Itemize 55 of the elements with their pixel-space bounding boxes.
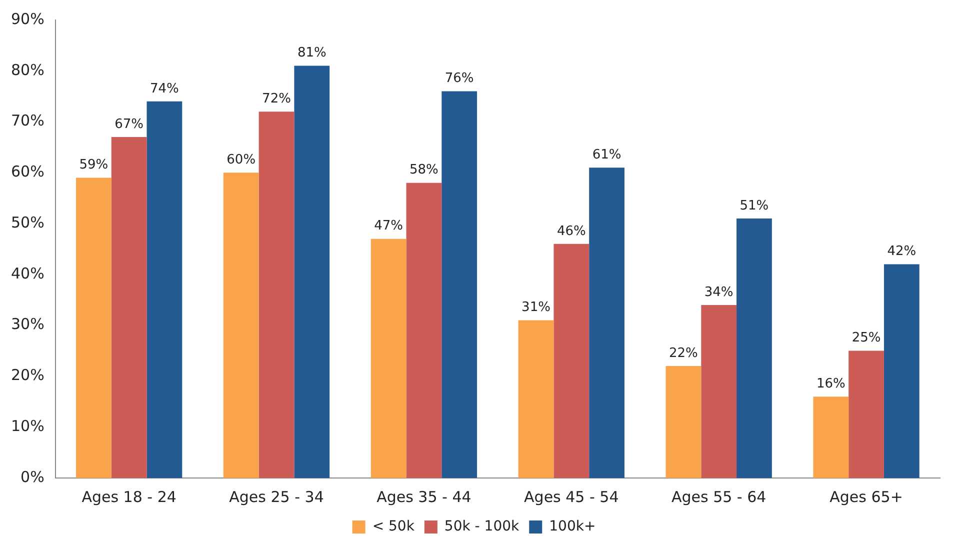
bar <box>146 101 182 478</box>
y-tick-label: 30% <box>10 315 44 334</box>
bar <box>76 178 112 478</box>
data-label: 72% <box>262 91 291 106</box>
data-label: 76% <box>444 71 474 86</box>
bar <box>370 238 406 478</box>
x-tick-label: Ages 65+ <box>830 488 903 506</box>
bar <box>442 91 478 478</box>
bar <box>848 350 884 478</box>
bar <box>406 182 442 478</box>
data-label: 25% <box>852 330 881 346</box>
y-tick-label: 20% <box>10 366 44 384</box>
bar <box>701 304 737 478</box>
data-label: 59% <box>79 158 108 173</box>
data-label: 51% <box>740 198 769 214</box>
y-tick-label: 50% <box>10 213 44 232</box>
x-tick-label: Ages 25 - 34 <box>229 488 324 506</box>
bar <box>666 366 702 478</box>
y-tick-label: 80% <box>10 60 44 79</box>
bar <box>813 396 849 478</box>
y-tick-label: 0% <box>20 468 44 486</box>
data-label: 67% <box>114 116 144 132</box>
data-label: 60% <box>226 152 256 168</box>
legend-label: < 50k <box>372 518 416 535</box>
y-tick-label: 40% <box>10 264 44 282</box>
legend-label: 100k+ <box>549 518 596 535</box>
x-tick-label: Ages 18 - 24 <box>82 488 176 506</box>
data-label: 16% <box>816 376 846 392</box>
data-label: 47% <box>374 218 404 234</box>
bar <box>111 137 147 478</box>
data-label: 81% <box>297 46 326 61</box>
legend-label: 50k - 100k <box>444 518 520 535</box>
data-label: 42% <box>887 244 916 260</box>
bar <box>294 66 330 478</box>
data-label: 74% <box>150 81 179 96</box>
y-tick-label: 90% <box>10 10 44 28</box>
bar <box>884 264 920 478</box>
x-tick-label: Ages 35 - 44 <box>376 488 472 506</box>
data-label: 34% <box>704 284 734 300</box>
bar <box>258 112 294 478</box>
data-label: 22% <box>668 346 698 361</box>
bar <box>589 168 624 478</box>
x-tick-label: Ages 45 - 54 <box>524 488 619 506</box>
bar <box>554 244 590 478</box>
data-label: 31% <box>522 300 550 316</box>
bar <box>736 218 772 478</box>
y-tick-label: 10% <box>10 417 44 435</box>
y-tick-label: 60% <box>10 162 44 181</box>
data-label: 61% <box>592 147 622 162</box>
bar <box>518 320 554 478</box>
data-label: 58% <box>409 162 438 178</box>
data-label: 46% <box>556 224 586 239</box>
y-tick-label: 70% <box>10 112 44 130</box>
bar <box>223 172 259 478</box>
x-tick-label: Ages 55 - 64 <box>671 488 766 506</box>
